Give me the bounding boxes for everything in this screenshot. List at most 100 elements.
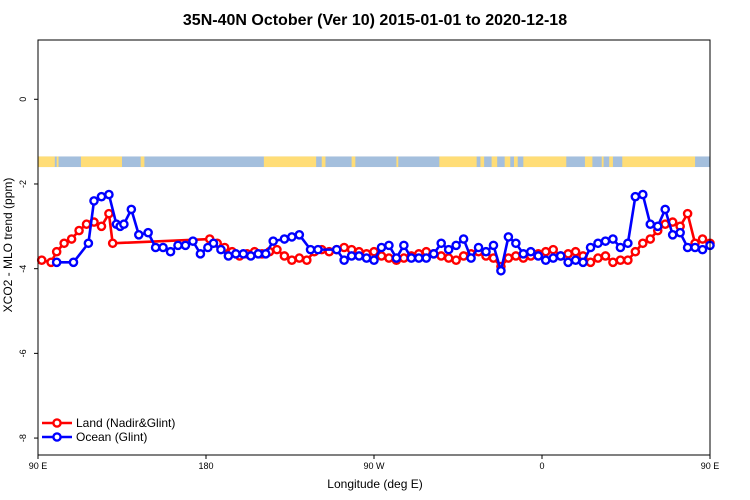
data-point xyxy=(540,246,551,257)
data-point xyxy=(216,244,226,255)
data-point xyxy=(660,204,671,215)
data-point xyxy=(623,238,633,249)
land-segment xyxy=(480,156,485,168)
data-point xyxy=(51,257,62,268)
data-point xyxy=(126,204,137,215)
land-segment xyxy=(80,156,122,168)
data-point xyxy=(83,238,94,249)
data-point xyxy=(451,240,461,251)
data-point xyxy=(458,251,469,261)
data-point xyxy=(652,221,663,232)
data-point xyxy=(451,255,461,266)
data-point xyxy=(143,227,153,238)
data-point xyxy=(384,240,394,251)
legend-label: Land (Nadir&Glint) xyxy=(76,416,175,430)
data-point xyxy=(376,242,387,253)
data-point xyxy=(384,253,394,263)
data-point xyxy=(208,238,219,249)
data-point xyxy=(165,246,176,257)
data-point xyxy=(690,242,700,253)
x-tick-label: 90 E xyxy=(29,461,48,471)
data-point xyxy=(287,232,297,242)
data-point xyxy=(361,253,372,263)
data-point xyxy=(346,251,357,261)
land-segment xyxy=(584,156,593,168)
data-point xyxy=(133,229,144,240)
data-point xyxy=(682,242,693,253)
chart-title: 35N-40N October (Ver 10) 2015-01-01 to 2… xyxy=(183,12,567,29)
data-point xyxy=(570,246,581,257)
series-layer xyxy=(36,189,715,276)
data-point xyxy=(667,229,678,240)
data-point xyxy=(119,219,129,230)
y-tick-label: -2 xyxy=(18,180,28,188)
ocean-band xyxy=(38,156,710,168)
data-point xyxy=(195,249,206,259)
data-point xyxy=(638,238,648,249)
data-point xyxy=(294,253,305,263)
data-point xyxy=(81,219,92,230)
data-point xyxy=(600,236,611,246)
data-point xyxy=(593,238,603,249)
x-axis: 90 E 180 90 W 0 90 E xyxy=(29,455,720,471)
land-segment xyxy=(609,156,613,168)
data-point xyxy=(570,255,581,266)
data-point xyxy=(443,244,454,255)
data-point xyxy=(548,244,559,255)
y-tick-label: -6 xyxy=(18,349,28,357)
data-point xyxy=(593,253,603,263)
legend: Land (Nadir&Glint)Ocean (Glint) xyxy=(42,416,175,444)
land-segment xyxy=(263,156,317,168)
land-segment xyxy=(140,156,145,168)
data-point xyxy=(413,253,424,263)
data-point xyxy=(279,251,290,261)
data-point xyxy=(245,251,256,261)
data-point xyxy=(608,234,618,244)
land-segment xyxy=(396,156,399,168)
y-tick-label: -8 xyxy=(18,434,28,442)
y-tick-label: -4 xyxy=(18,265,28,273)
data-point xyxy=(533,251,544,261)
land-segment xyxy=(351,156,356,168)
data-point xyxy=(615,242,626,253)
data-point xyxy=(436,238,447,249)
data-point xyxy=(104,208,114,219)
data-point xyxy=(473,242,484,253)
data-point xyxy=(503,232,514,242)
x-tick-label: 180 xyxy=(198,461,213,471)
data-point xyxy=(74,225,84,236)
data-point xyxy=(173,240,183,251)
legend-label: Ocean (Glint) xyxy=(76,430,147,444)
data-point xyxy=(238,249,249,259)
data-point xyxy=(503,253,514,263)
data-point xyxy=(66,234,77,244)
data-point xyxy=(555,251,566,261)
land-segment xyxy=(622,156,696,168)
x-tick-label: 90 E xyxy=(701,461,720,471)
y-tick-label: 0 xyxy=(18,97,28,102)
data-point xyxy=(89,196,99,206)
data-point xyxy=(623,255,633,266)
data-point xyxy=(645,219,656,230)
data-point xyxy=(697,244,708,255)
data-point xyxy=(339,255,349,266)
data-point xyxy=(488,240,499,251)
data-point xyxy=(107,238,118,249)
data-point xyxy=(428,249,439,259)
data-point xyxy=(36,255,47,266)
y-axis: 0 -2 -4 -6 -8 xyxy=(18,97,38,442)
data-point xyxy=(399,253,409,263)
data-point xyxy=(96,221,107,232)
data-point xyxy=(272,244,282,255)
data-point xyxy=(608,257,618,268)
data-point xyxy=(511,251,521,261)
data-point xyxy=(391,253,402,263)
land-segment xyxy=(601,156,604,168)
data-point xyxy=(443,253,454,263)
legend-marker xyxy=(52,432,62,442)
land-segment xyxy=(523,156,567,168)
data-point xyxy=(548,253,559,263)
x-tick-label: 90 W xyxy=(363,461,385,471)
data-point xyxy=(458,234,469,244)
